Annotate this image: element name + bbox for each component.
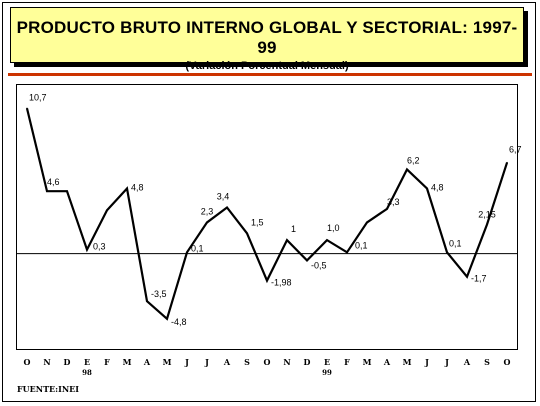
series-line (25, 108, 509, 321)
data-point (446, 251, 448, 254)
data-label: 2,3 (201, 206, 214, 216)
x-tick-label: F (104, 357, 110, 367)
data-point (246, 232, 248, 235)
x-tick-label: J (204, 357, 209, 367)
data-label: 3,3 (387, 197, 400, 207)
source-note: FUENTE:INEI (17, 384, 79, 394)
data-label: 1 (291, 224, 296, 234)
x-tick-label: A (143, 357, 151, 367)
x-tick-label: A (383, 357, 391, 367)
x-tick-label: O (504, 357, 511, 367)
data-point (306, 259, 308, 262)
plot-area (16, 84, 518, 350)
data-label: 0,1 (355, 240, 368, 250)
data-point (466, 275, 468, 278)
data-point (346, 251, 348, 254)
x-tick-label: N (43, 357, 50, 367)
x-tick-label: E (84, 357, 90, 367)
data-label: 0,1 (191, 243, 204, 253)
title-box: PRODUCTO BRUTO INTERNO GLOBAL Y SECTORIA… (10, 7, 524, 72)
x-tick-label: S (484, 357, 490, 367)
x-tick-label: S (244, 357, 250, 367)
x-tick-label: E (324, 357, 330, 367)
data-point (146, 300, 148, 302)
data-point (266, 279, 268, 282)
x-tick-label: M (403, 357, 412, 367)
data-label: 3,4 (217, 191, 230, 201)
data-point (226, 206, 228, 209)
data-point (106, 209, 108, 212)
data-label: 1,0 (327, 223, 340, 233)
data-label: -1,7 (471, 274, 487, 284)
x-tick-label: F (344, 357, 350, 367)
x-tick-label: D (64, 357, 71, 367)
data-label: -1,98 (271, 278, 292, 288)
data-point (206, 221, 208, 224)
x-tick-label: M (123, 357, 132, 367)
data-point (406, 168, 408, 171)
data-label: 1,5 (251, 217, 264, 227)
data-point (86, 248, 88, 251)
chart-title: PRODUCTO BRUTO INTERNO GLOBAL Y SECTORIA… (16, 18, 518, 57)
data-label: 0,3 (93, 242, 106, 252)
data-label: 10,7 (29, 92, 47, 102)
data-point (426, 187, 428, 190)
x-tick-label: O (24, 357, 31, 367)
data-label: 4,8 (131, 182, 144, 192)
data-label: 0,1 (449, 238, 462, 248)
x-tick-label: A (463, 357, 471, 367)
data-label: 2,15 (478, 209, 496, 219)
data-point (166, 318, 168, 320)
data-point (66, 190, 68, 192)
data-point (486, 223, 488, 226)
year-label: 99 (322, 368, 332, 377)
data-point (186, 251, 188, 254)
data-point (386, 208, 388, 210)
x-tick-label: A (223, 357, 231, 367)
data-point (506, 161, 508, 164)
data-point (46, 190, 48, 192)
title-divider (8, 73, 532, 76)
x-tick-label: J (424, 357, 429, 367)
year-label: 98 (82, 368, 92, 377)
chart-subtitle: (Variación Porcentual Mensual) (185, 60, 349, 72)
data-label: -0,5 (311, 260, 327, 270)
x-tick-label: D (304, 357, 311, 367)
data-label: 4,8 (431, 182, 444, 192)
x-tick-label: M (163, 357, 172, 367)
data-label: 6,7 (509, 145, 522, 155)
data-label: 6,2 (407, 155, 420, 165)
data-point (366, 221, 368, 224)
data-point (26, 107, 28, 110)
data-label: -4,8 (171, 317, 187, 327)
data-point (286, 239, 288, 241)
data-label: -3,5 (151, 289, 167, 299)
data-point (326, 239, 328, 241)
x-tick-label: J (444, 357, 449, 367)
chart-frame (2, 2, 536, 402)
x-tick-label: M (363, 357, 372, 367)
data-point (126, 187, 128, 190)
x-tick-label: O (264, 357, 271, 367)
x-tick-label: J (184, 357, 189, 367)
x-tick-label: N (283, 357, 290, 367)
data-label: 4,6 (47, 177, 60, 187)
